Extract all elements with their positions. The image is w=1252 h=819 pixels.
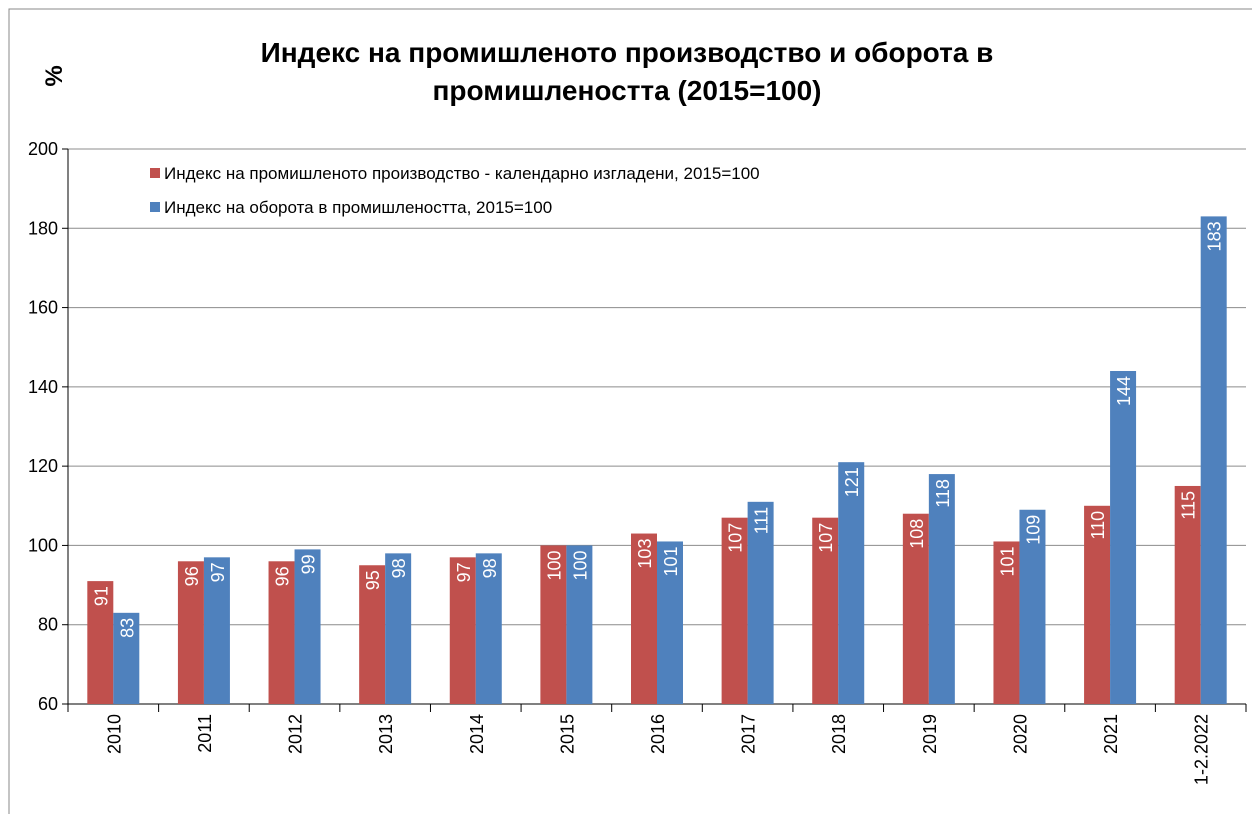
y-tick-label: 100 <box>28 535 58 555</box>
bar <box>902 513 929 704</box>
bar <box>177 561 204 704</box>
chart-title: промишлеността (2015=100) <box>432 75 821 106</box>
value-label: 109 <box>1023 515 1043 545</box>
x-tick-label: 1-2.2022 <box>1192 714 1212 785</box>
x-tick-label: 2018 <box>829 714 849 754</box>
value-label: 97 <box>208 562 228 582</box>
y-tick-label: 140 <box>28 377 58 397</box>
value-label: 98 <box>389 558 409 578</box>
bar <box>385 553 412 704</box>
value-label: 100 <box>544 550 564 580</box>
value-label: 183 <box>1205 221 1225 251</box>
bar <box>838 462 865 704</box>
x-tick-label: 2019 <box>920 714 940 754</box>
bar <box>203 557 230 704</box>
bar <box>1174 485 1201 704</box>
bar <box>993 541 1020 704</box>
bar <box>1200 216 1227 704</box>
value-label: 99 <box>299 554 319 574</box>
y-axis-label: % <box>41 65 68 86</box>
x-tick-label: 2014 <box>467 714 487 754</box>
bar <box>113 612 140 704</box>
y-tick-label: 180 <box>28 218 58 238</box>
value-label: 110 <box>1088 511 1108 540</box>
bar <box>449 557 476 704</box>
x-tick-label: 2017 <box>739 714 759 754</box>
legend-swatch <box>150 202 160 212</box>
bar <box>475 553 502 704</box>
bar <box>566 545 593 704</box>
frame <box>8 8 1252 814</box>
y-tick-label: 160 <box>28 298 58 318</box>
legend-label: Индекс на промишленото производство - ка… <box>164 164 760 183</box>
value-label: 144 <box>1114 376 1134 406</box>
value-label: 83 <box>117 618 137 638</box>
value-label: 95 <box>363 570 383 590</box>
bar <box>294 549 321 704</box>
bar <box>928 474 955 704</box>
bar <box>268 561 295 704</box>
y-tick-label: 120 <box>28 456 58 476</box>
bar <box>1110 371 1137 704</box>
value-label: 121 <box>842 467 862 497</box>
bar <box>631 533 657 704</box>
value-label: 103 <box>635 539 655 569</box>
chart-title: Индекс на промишленото производство и об… <box>261 37 994 68</box>
value-label: 101 <box>997 546 1017 576</box>
value-label: 100 <box>570 550 590 580</box>
bar <box>359 565 386 704</box>
value-label: 107 <box>816 523 836 553</box>
bar <box>721 517 748 704</box>
x-tick-label: 2010 <box>104 714 124 754</box>
value-label: 101 <box>661 546 681 576</box>
x-tick-label: 2012 <box>286 714 306 754</box>
bar <box>540 545 567 704</box>
value-label: 115 <box>1179 491 1199 520</box>
value-label: 118 <box>933 479 953 508</box>
x-tick-label: 2016 <box>648 714 668 754</box>
value-label: 91 <box>91 586 111 606</box>
y-tick-label: 80 <box>38 615 58 635</box>
value-label: 96 <box>273 566 293 586</box>
x-tick-label: 2013 <box>376 714 396 754</box>
legend-swatch <box>150 168 160 178</box>
x-tick-label: 2015 <box>557 714 577 754</box>
bar <box>1019 509 1046 704</box>
value-label: 96 <box>182 566 202 586</box>
legend-label: Индекс на оборота в промишлеността, 2015… <box>164 198 552 217</box>
y-tick-label: 60 <box>38 694 58 714</box>
x-tick-label: 2020 <box>1010 714 1030 754</box>
value-label: 111 <box>752 507 772 534</box>
x-tick-label: 2021 <box>1101 714 1121 754</box>
x-tick-label: 2011 <box>195 714 215 753</box>
value-label: 108 <box>907 519 927 549</box>
bar <box>747 501 774 704</box>
bar <box>1084 505 1111 704</box>
value-label: 107 <box>726 523 746 553</box>
bar <box>812 517 839 704</box>
bar <box>87 581 114 704</box>
y-tick-label: 200 <box>28 139 58 159</box>
value-label: 98 <box>480 558 500 578</box>
value-label: 97 <box>454 562 474 582</box>
bar <box>657 541 683 704</box>
